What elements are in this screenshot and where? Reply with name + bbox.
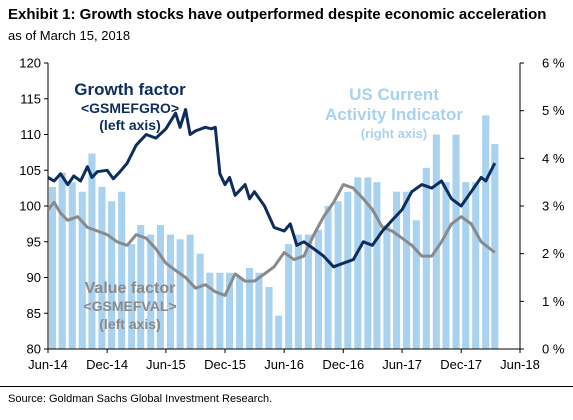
x-tick-label-1: Dec-14 [86, 357, 128, 372]
x-tick-label-8: Jun-18 [500, 357, 540, 372]
cai-bar-10 [147, 234, 155, 349]
value-annotation-line2: <GSMEFVAL> [83, 298, 176, 314]
cai-bar-36 [403, 191, 411, 349]
cai-bar-24 [285, 244, 293, 349]
right-tick-label-3: 3 % [542, 199, 565, 214]
cai-bar-21 [255, 272, 263, 349]
right-tick-label-5: 5 % [542, 103, 565, 118]
cai-bar-30 [344, 191, 352, 349]
left-tick-label-4: 100 [19, 199, 41, 214]
growth-annotation-line1: Growth factor [74, 80, 186, 99]
cai-bar-45 [491, 144, 499, 349]
cai-bar-7 [118, 191, 126, 349]
chart-lines [46, 108, 497, 297]
cai-bar-1 [58, 172, 66, 349]
cai-annotation-line2: Activity Indicator [325, 105, 463, 124]
cai-bar-11 [156, 225, 164, 349]
cai-bar-42 [462, 182, 470, 349]
cai-bar-15 [196, 253, 204, 349]
right-tick-label-4: 4 % [542, 151, 565, 166]
value-factor-line [46, 183, 496, 297]
value-annotation-line1: Value factor [85, 280, 176, 297]
left-tick-label-0: 80 [27, 342, 41, 357]
x-tick-label-2: Jun-15 [146, 357, 186, 372]
chart: 80 85 90 95 100 105 110 115 120 0 % 1 % 2 % 3 % 4 % 5 … [19, 56, 565, 373]
value-annotation-line3: (left axis) [99, 316, 160, 332]
cai-bar-32 [364, 177, 372, 349]
axis-ticks: 80 85 90 95 100 105 110 115 120 0 % 1 % 2 % 3 % 4 % 5 … [19, 56, 565, 373]
cai-bar-6 [108, 201, 116, 349]
cai-bar-27 [314, 229, 322, 349]
x-tick-label-5: Dec-16 [322, 357, 364, 372]
growth-annotation-line3: (left axis) [99, 117, 160, 133]
cai-bar-38 [422, 167, 430, 349]
left-tick-label-7: 115 [20, 91, 41, 106]
cai-bar-19 [236, 277, 244, 349]
cai-bar-16 [206, 272, 214, 349]
source-divider [0, 386, 573, 387]
cai-bar-29 [334, 201, 342, 349]
cai-bar-44 [482, 115, 490, 349]
chart-subtitle: as of March 15, 2018 [8, 28, 131, 43]
source-note: Source: Goldman Sachs Global Investment … [8, 393, 273, 405]
cai-bars [48, 115, 499, 349]
cai-bar-26 [304, 234, 312, 349]
cai-bar-31 [354, 177, 362, 349]
growth-factor-line [47, 108, 497, 269]
cai-bar-9 [137, 225, 145, 349]
cai-bar-35 [393, 191, 401, 349]
right-tick-label-1: 1 % [542, 294, 565, 309]
right-tick-label-2: 2 % [542, 246, 565, 261]
cai-bar-22 [265, 287, 273, 349]
cai-bar-8 [128, 244, 136, 349]
left-tick-label-5: 105 [19, 163, 41, 178]
right-tick-label-6: 6 % [542, 56, 565, 71]
cai-bar-3 [78, 191, 86, 349]
x-tick-label-3: Dec-15 [204, 357, 246, 372]
cai-bar-39 [432, 134, 440, 349]
cai-bar-34 [383, 225, 391, 349]
cai-annotation-line1: US Current [349, 85, 439, 104]
x-tick-label-6: Jun-17 [382, 357, 422, 372]
cai-bar-4 [88, 153, 96, 349]
cai-bar-33 [373, 182, 381, 349]
cai-bar-17 [216, 272, 224, 349]
cai-bar-5 [98, 186, 106, 349]
cai-bar-28 [324, 206, 332, 349]
cai-bar-0 [48, 186, 57, 349]
cai-annotation-line3: (right axis) [361, 126, 427, 141]
cai-bar-18 [226, 272, 234, 349]
right-tick-label-0: 0 % [542, 342, 565, 357]
cai-bar-13 [176, 239, 184, 349]
cai-bar-41 [452, 134, 460, 349]
left-tick-label-1: 85 [27, 306, 41, 321]
x-tick-label-0: Jun-14 [28, 357, 68, 372]
cai-bar-25 [294, 234, 302, 349]
left-tick-label-2: 90 [27, 270, 41, 285]
cai-bar-40 [442, 182, 450, 349]
cai-bar-2 [68, 182, 76, 349]
cai-bar-37 [412, 220, 420, 349]
chart-title: Exhibit 1: Growth stocks have outperform… [8, 6, 547, 23]
left-tick-label-8: 120 [19, 56, 41, 71]
x-tick-label-7: Dec-17 [440, 357, 482, 372]
cai-bar-43 [472, 182, 480, 349]
cai-bar-14 [186, 234, 194, 349]
cai-bar-20 [246, 267, 254, 349]
growth-annotation-line2: <GSMEFGRO> [81, 100, 179, 116]
left-tick-label-3: 95 [27, 234, 41, 249]
x-tick-label-4: Jun-16 [264, 357, 304, 372]
cai-bar-12 [166, 234, 174, 349]
left-tick-label-6: 110 [20, 127, 41, 142]
cai-bar-23 [275, 315, 283, 349]
